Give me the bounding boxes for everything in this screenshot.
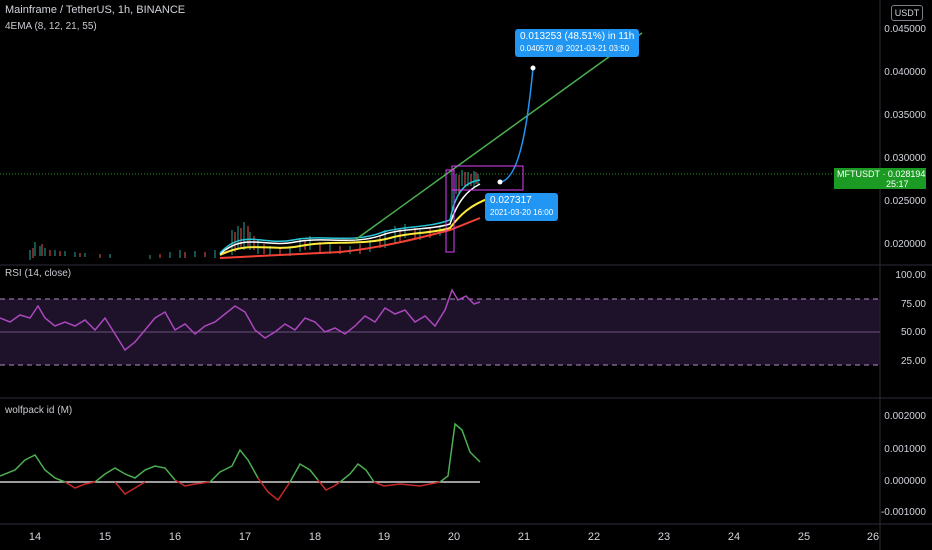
date-tick: 23 xyxy=(657,531,671,543)
wolfpack-tick: -0.001000 xyxy=(880,507,926,518)
date-tick: 26 xyxy=(866,531,880,543)
ema-12-line xyxy=(219,183,481,255)
date-tick: 20 xyxy=(447,531,461,543)
wolfpack-negative-line xyxy=(64,477,441,502)
price-tick: 0.045000 xyxy=(884,24,926,35)
entry-price: 0.027317 xyxy=(490,195,532,206)
highlight-box-large xyxy=(451,165,524,191)
price-tick: 0.025000 xyxy=(884,196,926,207)
projection-change: 0.013253 (48.51%) in 11h xyxy=(520,31,635,42)
price-tick: 0.035000 xyxy=(884,110,926,121)
date-tick: 16 xyxy=(168,531,182,543)
currency-button[interactable]: USDT xyxy=(891,5,923,21)
wolfpack-positive-line xyxy=(0,422,481,483)
wolfpack-indicator-label[interactable]: wolfpack id (M) xyxy=(5,405,73,416)
current-price-tag: MFTUSDT · 0.028194 25:17 xyxy=(834,168,926,189)
date-tick: 25 xyxy=(797,531,811,543)
price-tick: 0.040000 xyxy=(884,67,926,78)
date-tick: 18 xyxy=(308,531,322,543)
wolfpack-tick: 0.001000 xyxy=(884,444,926,455)
ema-indicator-label[interactable]: 4EMA (8, 12, 21, 55) xyxy=(5,21,97,32)
price-tick: 0.030000 xyxy=(884,153,926,164)
highlight-box-small xyxy=(445,169,455,253)
chart-title: Mainframe / TetherUS, 1h, BINANCE xyxy=(5,4,186,16)
projection-callout[interactable]: 0.013253 (48.51%) in 11h 0.040570 @ 2021… xyxy=(515,29,640,57)
rsi-tick: 75.00 xyxy=(900,299,926,310)
projection-target: 0.040570 @ 2021-03-21 03:50 xyxy=(520,44,630,53)
date-tick: 19 xyxy=(377,531,391,543)
price-tag-value: MFTUSDT · 0.028194 xyxy=(837,169,926,179)
entry-callout[interactable]: 0.027317 2021-03-20 16:00 xyxy=(485,193,559,221)
date-tick: 15 xyxy=(98,531,112,543)
ema-55-line xyxy=(219,217,481,259)
wolfpack-tick: 0.002000 xyxy=(884,411,926,422)
wolfpack-tick: 0.000000 xyxy=(884,476,926,487)
rsi-tick: 50.00 xyxy=(900,327,926,338)
price-tick: 0.020000 xyxy=(884,239,926,250)
date-tick: 14 xyxy=(28,531,42,543)
rsi-tick: 100.00 xyxy=(895,270,926,281)
candles xyxy=(29,170,479,260)
rsi-indicator-label[interactable]: RSI (14, close) xyxy=(5,268,72,279)
date-tick: 21 xyxy=(517,531,531,543)
trend-line xyxy=(354,32,643,241)
date-tick: 24 xyxy=(727,531,741,543)
date-tick: 17 xyxy=(238,531,252,543)
projection-line xyxy=(499,67,534,183)
rsi-line xyxy=(0,288,481,352)
date-tick: 22 xyxy=(587,531,601,543)
price-tag-countdown: 25:17 xyxy=(886,179,909,189)
entry-time: 2021-03-20 16:00 xyxy=(490,208,554,217)
rsi-tick: 25.00 xyxy=(900,356,926,367)
ema-21-line xyxy=(219,197,491,256)
